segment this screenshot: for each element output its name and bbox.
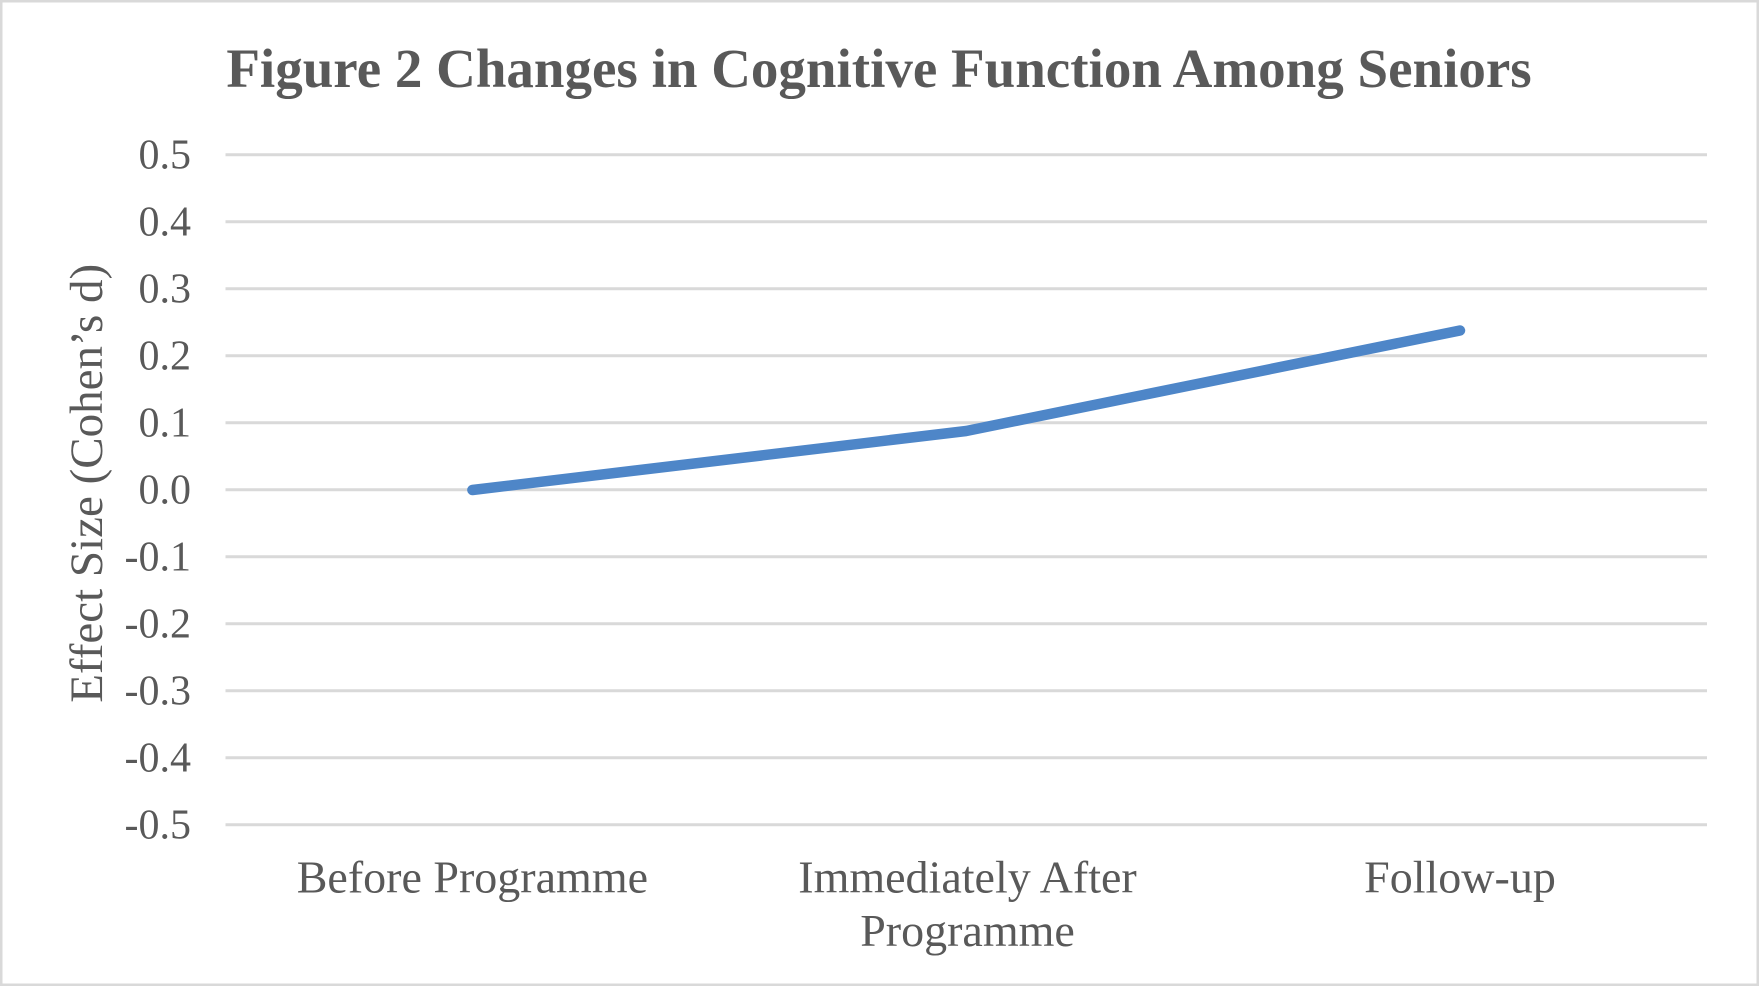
svg-text:-0.4: -0.4 (125, 736, 192, 782)
svg-text:0.5: 0.5 (139, 133, 192, 179)
svg-text:-0.5: -0.5 (125, 803, 192, 849)
svg-text:Immediately After: Immediately After (798, 852, 1137, 903)
svg-text:0.1: 0.1 (139, 401, 192, 447)
svg-text:Follow-up: Follow-up (1364, 852, 1556, 903)
svg-text:0.3: 0.3 (139, 267, 192, 313)
svg-text:Programme: Programme (860, 905, 1075, 956)
svg-text:-0.1: -0.1 (125, 535, 192, 581)
svg-text:Effect Size (Cohen’s d): Effect Size (Cohen’s d) (61, 264, 113, 703)
svg-text:0.2: 0.2 (139, 334, 192, 380)
svg-text:Figure 2 Changes in Cognitive: Figure 2 Changes in Cognitive Function A… (226, 38, 1531, 99)
svg-text:0.0: 0.0 (139, 468, 192, 514)
svg-text:Before Programme: Before Programme (297, 852, 648, 903)
svg-text:-0.3: -0.3 (125, 669, 192, 715)
svg-text:-0.2: -0.2 (125, 602, 192, 648)
svg-text:0.4: 0.4 (139, 200, 192, 246)
